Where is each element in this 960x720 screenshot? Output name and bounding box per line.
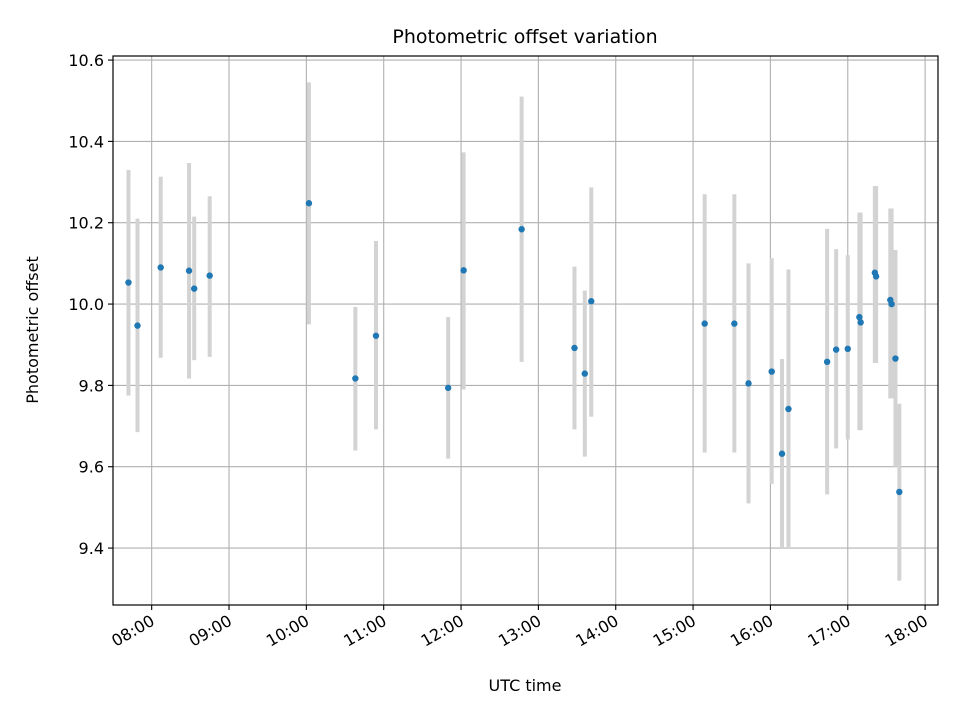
y-tick-label: 9.6 <box>79 458 104 477</box>
y-tick-label: 10.6 <box>68 51 104 70</box>
chart-title: Photometric offset variation <box>392 26 657 48</box>
y-tick-label: 10.0 <box>68 295 104 314</box>
data-point <box>185 267 193 274</box>
data-point <box>844 345 851 352</box>
data-point <box>856 313 863 321</box>
data-point <box>571 344 578 352</box>
data-point <box>588 298 595 305</box>
y-axis-ticks: 9.4 9.6 9.8 10.0 10.2 10.4 10.6 <box>68 51 113 558</box>
y-axis-label: Photometric offset <box>23 256 42 404</box>
data-point <box>352 375 359 382</box>
data-point <box>857 319 864 326</box>
data-point <box>206 272 213 279</box>
data-point <box>191 285 198 292</box>
data-point <box>444 384 452 392</box>
data-point <box>785 405 792 413</box>
data-point <box>832 346 840 353</box>
y-tick-label: 10.4 <box>68 132 104 151</box>
plot-frame <box>112 55 939 606</box>
plot-area-background <box>113 56 938 605</box>
data-point <box>745 380 752 387</box>
data-point <box>125 279 132 286</box>
data-point <box>372 332 380 339</box>
y-tick-label: 9.8 <box>79 376 104 395</box>
data-points <box>125 200 903 496</box>
data-point <box>888 300 895 308</box>
data-point <box>157 264 164 271</box>
data-point <box>896 488 903 496</box>
x-axis-label: UTC time <box>489 676 562 695</box>
data-point <box>134 322 141 329</box>
data-point <box>518 226 525 233</box>
data-point <box>581 370 588 377</box>
y-tick-label: 10.2 <box>68 214 104 233</box>
data-point <box>305 200 313 207</box>
data-point <box>872 273 880 280</box>
y-tick-label: 9.4 <box>79 539 104 558</box>
data-point <box>731 320 738 327</box>
data-point <box>892 355 899 362</box>
data-point <box>778 450 786 457</box>
data-point <box>460 267 467 274</box>
data-point <box>768 368 775 375</box>
data-point <box>701 320 708 327</box>
data-point <box>823 358 831 366</box>
